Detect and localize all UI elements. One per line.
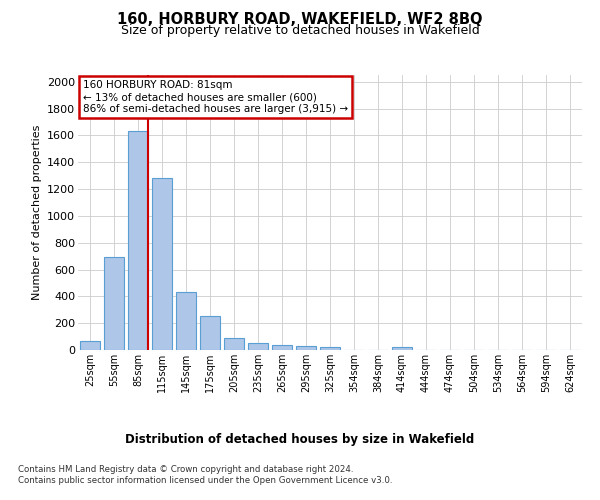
- Text: Contains HM Land Registry data © Crown copyright and database right 2024.: Contains HM Land Registry data © Crown c…: [18, 465, 353, 474]
- Bar: [152, 178, 172, 350]
- Y-axis label: Number of detached properties: Number of detached properties: [32, 125, 41, 300]
- Bar: [200, 316, 220, 350]
- Bar: [296, 346, 316, 350]
- Text: Distribution of detached houses by size in Wakefield: Distribution of detached houses by size …: [125, 432, 475, 446]
- Text: Size of property relative to detached houses in Wakefield: Size of property relative to detached ho…: [121, 24, 479, 37]
- Text: 160 HORBURY ROAD: 81sqm
← 13% of detached houses are smaller (600)
86% of semi-d: 160 HORBURY ROAD: 81sqm ← 13% of detache…: [83, 80, 348, 114]
- Bar: [320, 346, 340, 350]
- Text: Contains public sector information licensed under the Open Government Licence v3: Contains public sector information licen…: [18, 476, 392, 485]
- Bar: [248, 342, 268, 350]
- Text: 160, HORBURY ROAD, WAKEFIELD, WF2 8BQ: 160, HORBURY ROAD, WAKEFIELD, WF2 8BQ: [117, 12, 483, 28]
- Bar: [104, 258, 124, 350]
- Bar: [272, 344, 292, 350]
- Bar: [128, 130, 148, 350]
- Bar: [392, 348, 412, 350]
- Bar: [224, 338, 244, 350]
- Bar: [176, 292, 196, 350]
- Bar: [80, 342, 100, 350]
